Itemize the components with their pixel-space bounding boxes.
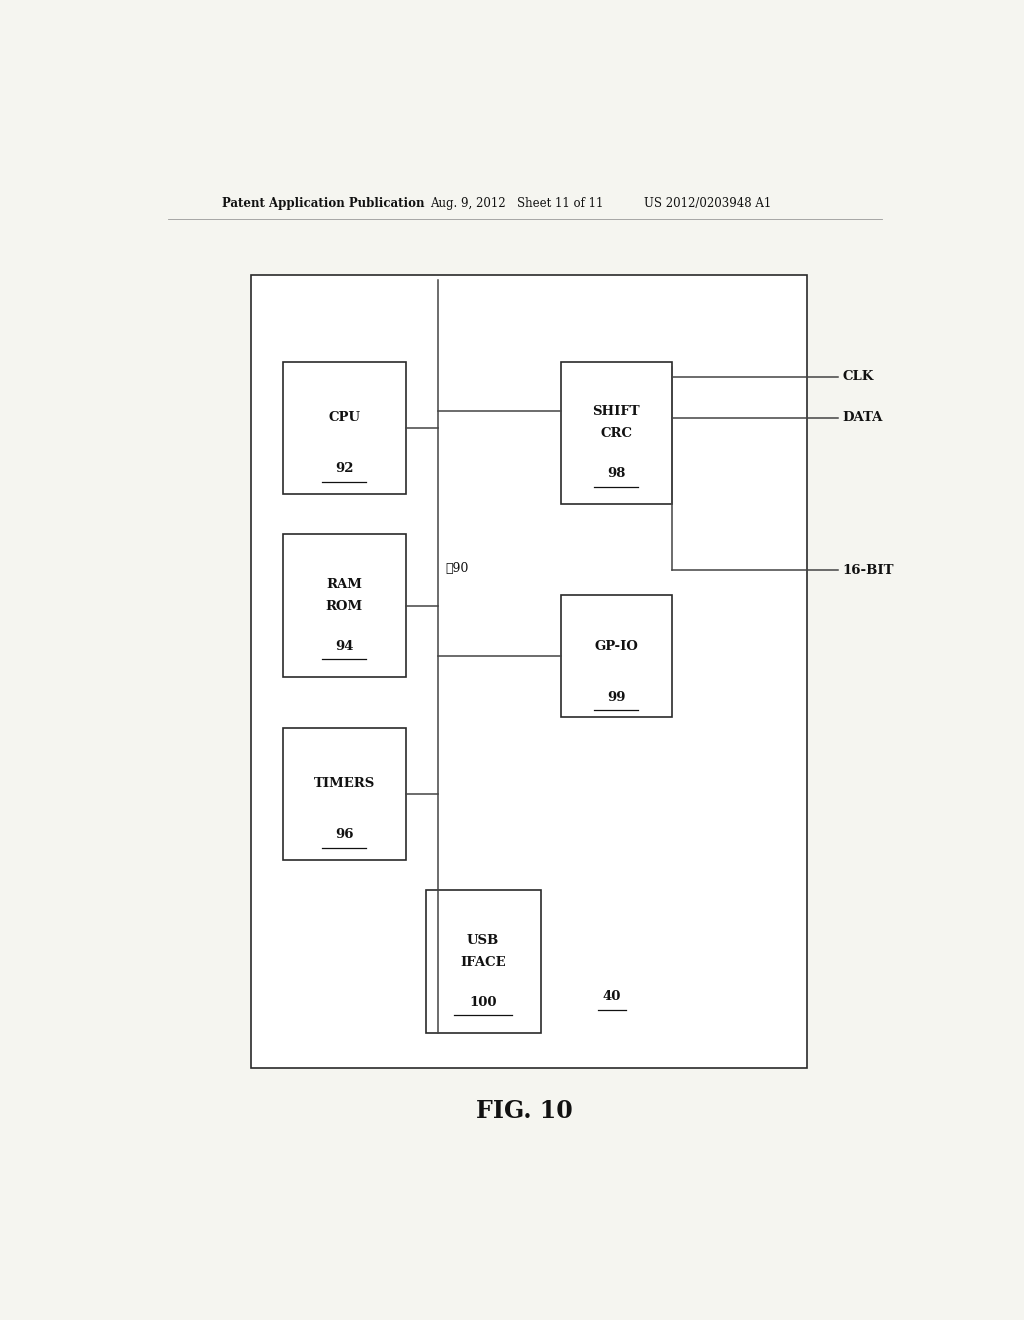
Bar <box>426 890 541 1032</box>
Text: Aug. 9, 2012: Aug. 9, 2012 <box>430 197 505 210</box>
Text: USB: USB <box>467 933 500 946</box>
Bar <box>560 362 672 504</box>
Text: FIG. 10: FIG. 10 <box>476 1098 573 1123</box>
Text: CLK: CLK <box>842 371 873 383</box>
Text: ROM: ROM <box>326 601 362 612</box>
Text: CRC: CRC <box>600 428 632 441</box>
Text: 92: 92 <box>335 462 353 475</box>
Text: DATA: DATA <box>842 411 883 424</box>
Bar <box>283 535 406 677</box>
Bar <box>560 595 672 718</box>
Text: 98: 98 <box>607 467 626 480</box>
Text: Sheet 11 of 11: Sheet 11 of 11 <box>517 197 603 210</box>
Text: 100: 100 <box>469 995 497 1008</box>
Text: GP-IO: GP-IO <box>594 640 638 653</box>
Text: 94: 94 <box>335 640 353 653</box>
Text: Patent Application Publication: Patent Application Publication <box>221 197 424 210</box>
Text: ∰90: ∰90 <box>445 561 469 574</box>
Text: IFACE: IFACE <box>461 956 506 969</box>
Text: US 2012/0203948 A1: US 2012/0203948 A1 <box>644 197 771 210</box>
Bar <box>283 362 406 494</box>
Bar <box>283 727 406 859</box>
Text: CPU: CPU <box>329 411 360 424</box>
Text: TIMERS: TIMERS <box>313 777 375 789</box>
Text: 96: 96 <box>335 828 353 841</box>
Text: 40: 40 <box>603 990 622 1003</box>
Bar <box>251 276 807 1068</box>
Text: 16-BIT: 16-BIT <box>842 564 894 577</box>
Text: RAM: RAM <box>327 578 362 591</box>
Text: 99: 99 <box>607 690 626 704</box>
Text: SHIFT: SHIFT <box>592 405 640 418</box>
